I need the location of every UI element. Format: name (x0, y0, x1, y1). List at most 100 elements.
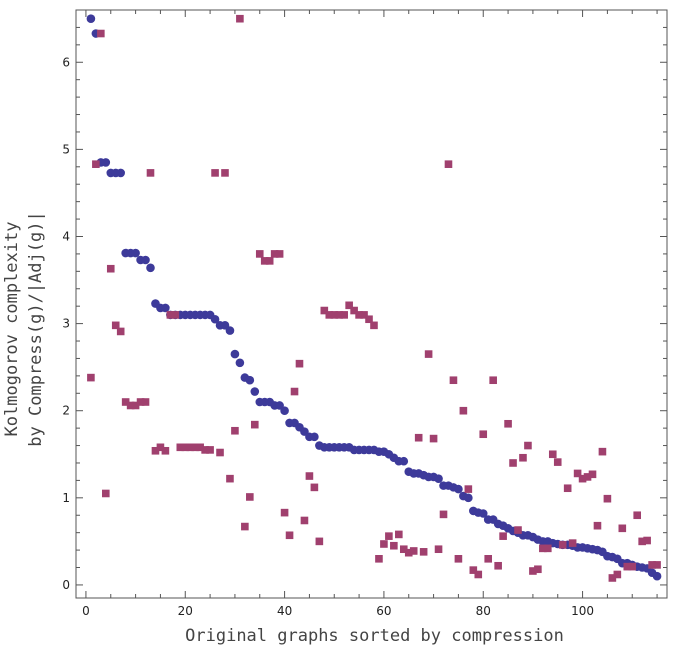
square-point (593, 521, 602, 530)
square-point (419, 548, 428, 556)
circle-point (454, 484, 463, 494)
square-point (623, 562, 632, 571)
square-point (504, 419, 512, 428)
square-point (141, 398, 150, 406)
square-point (136, 398, 145, 406)
square-point (270, 250, 279, 258)
square-point (380, 540, 388, 548)
square-point (161, 446, 170, 455)
square-point (653, 561, 661, 569)
x-tick-label: 20 (178, 604, 193, 618)
square-point (588, 470, 597, 479)
square-point (449, 376, 458, 385)
square-point (211, 169, 219, 177)
square-point (484, 555, 493, 563)
square-point (444, 160, 453, 168)
circle-point (131, 248, 140, 258)
square-point (350, 306, 358, 315)
square-point (390, 541, 398, 550)
square-point (370, 321, 378, 330)
square-point (474, 570, 483, 579)
square-point (121, 398, 130, 406)
y-axis-title-line-1: Kolmogorov complexity (2, 222, 22, 437)
square-point (236, 14, 244, 23)
square-point (315, 537, 324, 546)
square-point (176, 443, 185, 452)
square-point (330, 311, 339, 319)
y-tick-label: 2 (62, 404, 70, 418)
square-point (648, 561, 656, 569)
square-point (290, 387, 299, 396)
square-point (519, 453, 527, 462)
tick-labels: 0 20 40 60 80 100 0 1 2 3 4 5 6 (62, 55, 594, 618)
square-point (608, 574, 617, 582)
square-point (191, 443, 199, 452)
square-point (395, 530, 403, 539)
square-point (568, 539, 577, 547)
square-point (553, 458, 562, 466)
x-tick-label: 40 (277, 604, 292, 618)
circle-point (230, 349, 240, 359)
square-point (439, 510, 448, 519)
circle-point (250, 387, 260, 396)
square-point (409, 547, 418, 555)
square-point (459, 406, 468, 415)
square-point (603, 494, 612, 503)
square-point (539, 544, 547, 553)
square-point (116, 327, 125, 336)
square-point (156, 443, 165, 452)
circle-point (310, 432, 319, 442)
square-point (529, 567, 537, 575)
x-axis-title: Original graphs sorted by compression (185, 626, 564, 646)
circle-point (101, 158, 111, 167)
square-point (618, 524, 627, 533)
square-point (196, 443, 204, 452)
square-point (340, 311, 348, 319)
x-tick-label: 0 (82, 604, 90, 618)
square-point (231, 426, 239, 435)
square-point (275, 250, 284, 258)
square-point (345, 301, 353, 310)
squares-series (87, 14, 661, 582)
square-point (106, 264, 115, 273)
square-point (524, 441, 532, 450)
square-point (514, 526, 522, 534)
square-point (181, 443, 190, 452)
square-point (305, 472, 314, 480)
square-point (285, 531, 294, 540)
square-point (578, 474, 587, 483)
square-point (563, 484, 572, 493)
square-point (186, 443, 195, 452)
square-point (206, 446, 214, 454)
square-point (375, 555, 383, 563)
circle-point (280, 406, 289, 416)
square-point (221, 169, 229, 177)
circle-point (116, 168, 125, 178)
circle-point (235, 358, 245, 368)
circle-point (141, 255, 150, 265)
square-point (325, 311, 334, 319)
square-point (216, 448, 224, 457)
square-point (414, 433, 423, 442)
x-tick-label: 80 (476, 604, 491, 618)
circle-point (652, 571, 662, 581)
square-point (250, 420, 259, 429)
x-tick-label: 60 (376, 604, 391, 618)
square-point (295, 359, 304, 368)
axis-ticks (76, 10, 667, 598)
square-point (583, 473, 592, 481)
square-point (241, 522, 249, 531)
square-point (201, 446, 209, 454)
square-point (101, 489, 110, 498)
square-point (454, 555, 463, 563)
square-point (429, 434, 438, 443)
plot-frame (75, 9, 668, 599)
circle-point (434, 474, 443, 483)
circle-point (210, 314, 220, 324)
square-point (300, 516, 309, 525)
circle-point (464, 493, 473, 503)
square-point (335, 311, 344, 319)
square-point (534, 565, 542, 574)
y-tick-label: 1 (62, 491, 70, 505)
